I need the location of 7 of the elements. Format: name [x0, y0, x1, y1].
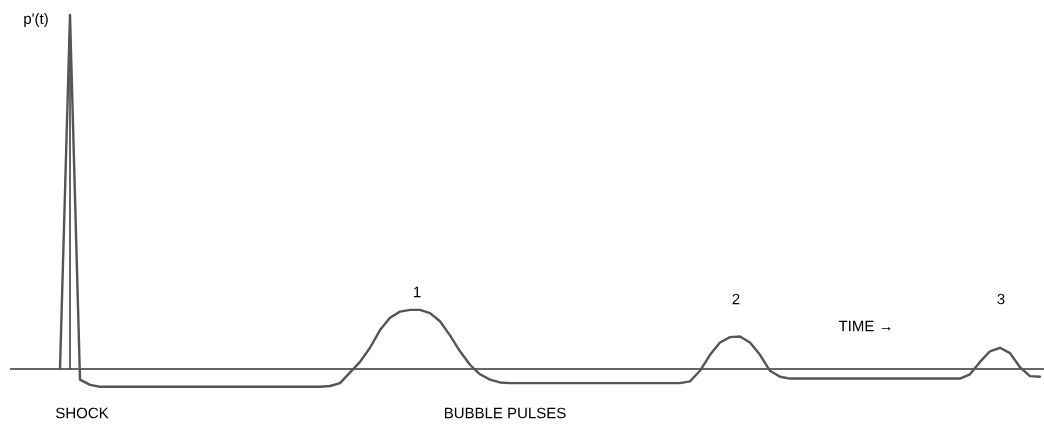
text: BUBBLE PULSES [444, 407, 566, 419]
y-axis-title: p'(t) [24, 13, 48, 27]
annotation: 1 [413, 286, 421, 298]
annotation: 2 [732, 293, 740, 305]
text: SHOCK [56, 407, 109, 419]
x-axis-title: TIME → [838, 320, 891, 332]
annotation: 3 [997, 293, 1005, 305]
